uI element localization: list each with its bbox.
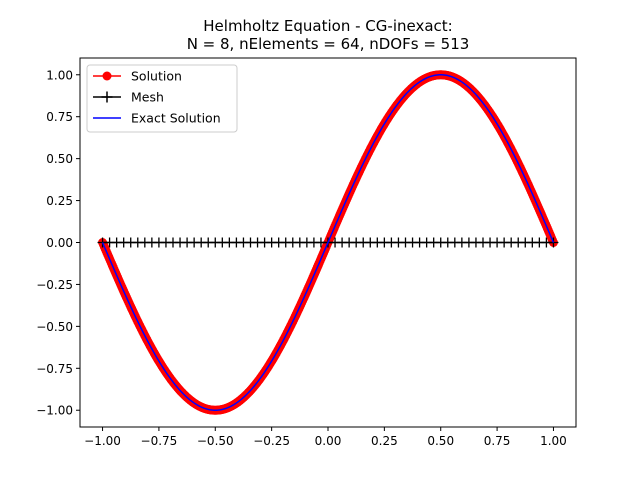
chart-title-line2: N = 8, nElements = 64, nDOFs = 513 — [187, 35, 470, 53]
legend-mesh-label: Mesh — [131, 90, 164, 105]
legend-solution-marker — [102, 71, 112, 81]
exact-solution-line — [101, 74, 555, 411]
x-tick-label: 0.75 — [484, 434, 511, 448]
y-tick-label: 0.25 — [46, 194, 73, 208]
y-tick-label: 1.00 — [46, 68, 73, 82]
legend: Solution Mesh Exact Solution — [86, 64, 238, 133]
y-tick-label: −0.75 — [36, 362, 73, 376]
series-layer — [97, 70, 559, 415]
mesh-node — [548, 237, 559, 248]
x-tick-label: 0.50 — [427, 434, 454, 448]
chart-title-line1: Helmholtz Equation - CG-inexact: — [203, 17, 452, 35]
y-axis: −1.00 −0.75 −0.50 −0.25 0.00 0.25 0.50 0.75 1.00 — [36, 68, 80, 418]
legend-solution-label: Solution — [131, 69, 182, 84]
x-tick-label: −0.75 — [141, 434, 178, 448]
x-tick-label: 0.00 — [315, 434, 342, 448]
x-axis: −1.00 −0.75 −0.50 −0.25 0.00 0.25 0.50 0.75 1.00 — [84, 427, 567, 448]
x-tick-label: −1.00 — [84, 434, 121, 448]
legend-box — [86, 64, 238, 133]
x-tick-label: 1.00 — [540, 434, 567, 448]
x-tick-label: 0.25 — [371, 434, 398, 448]
y-tick-label: 0.00 — [46, 236, 73, 250]
y-tick-label: −0.25 — [36, 278, 73, 292]
y-tick-label: 0.50 — [46, 152, 73, 166]
x-tick-label: −0.25 — [253, 434, 290, 448]
legend-exact-label: Exact Solution — [131, 111, 221, 126]
y-tick-label: −1.00 — [36, 404, 73, 418]
y-tick-label: −0.50 — [36, 320, 73, 334]
legend-mesh-marker — [101, 91, 113, 103]
x-tick-label: −0.50 — [197, 434, 234, 448]
y-tick-label: 0.75 — [46, 110, 73, 124]
